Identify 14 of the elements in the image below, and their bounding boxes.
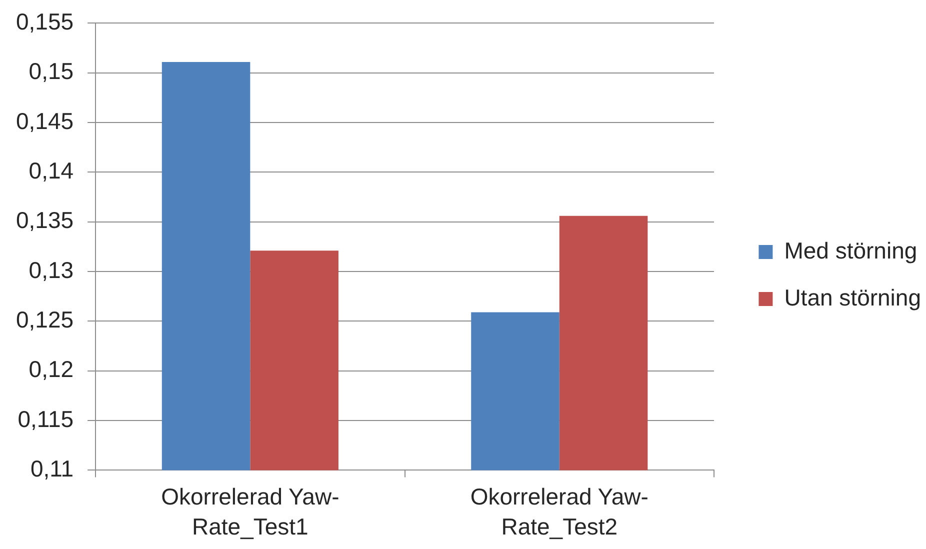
- y-tick-label: 0,145: [16, 108, 74, 134]
- y-tick-label: 0,125: [16, 306, 74, 333]
- y-tick-label: 0,155: [16, 8, 74, 35]
- y-tick-label: 0,15: [28, 58, 74, 84]
- y-tick-label: 0,115: [18, 406, 74, 432]
- legend-label: Utan störning: [784, 284, 922, 310]
- y-tick-label: 0,135: [16, 207, 74, 234]
- y-tick-label: 0,11: [30, 456, 74, 482]
- legend-label: Med störning: [784, 237, 918, 264]
- x-tick-label: Okorrelerad Yaw-Rate_Test1: [161, 483, 340, 540]
- y-tick-label: 0,12: [28, 356, 74, 382]
- y-tick-label: 0,13: [28, 256, 74, 283]
- x-tick-label: Okorrelerad Yaw-Rate_Test2: [470, 483, 648, 540]
- y-tick-label: 0,14: [28, 158, 74, 184]
